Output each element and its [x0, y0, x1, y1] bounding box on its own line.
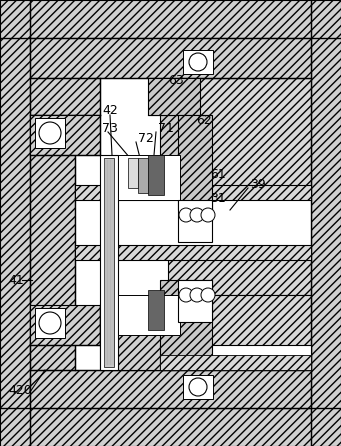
Bar [138, 158, 148, 193]
Text: 41: 41 [8, 273, 24, 286]
Circle shape [201, 208, 215, 222]
Bar [183, 375, 213, 399]
Circle shape [39, 312, 61, 334]
Text: 39: 39 [250, 178, 266, 191]
Bar [0, 0, 30, 446]
Bar [178, 280, 212, 322]
Text: 63: 63 [168, 74, 184, 87]
Text: 420: 420 [8, 384, 32, 396]
Bar [183, 50, 213, 74]
Bar [35, 118, 65, 148]
Circle shape [190, 208, 204, 222]
Text: 62: 62 [196, 113, 212, 127]
Circle shape [190, 288, 204, 302]
Circle shape [39, 122, 61, 144]
Bar [148, 78, 200, 115]
Circle shape [179, 208, 193, 222]
Bar [160, 280, 212, 370]
Text: 42: 42 [102, 103, 118, 116]
Text: 61: 61 [210, 169, 226, 182]
Bar [148, 290, 164, 330]
Bar [178, 115, 212, 210]
Bar [168, 78, 311, 295]
Bar [160, 345, 311, 370]
Bar [30, 370, 311, 408]
Bar [311, 0, 341, 446]
Circle shape [189, 53, 207, 71]
Bar [75, 245, 311, 260]
Text: 31: 31 [210, 191, 226, 205]
Bar [35, 308, 65, 338]
Circle shape [179, 288, 193, 302]
Bar [168, 295, 311, 370]
Circle shape [189, 378, 207, 396]
Bar [30, 115, 75, 370]
Bar [148, 155, 164, 195]
Bar [30, 115, 100, 155]
Circle shape [201, 288, 215, 302]
Bar [128, 158, 138, 188]
Bar [75, 185, 311, 200]
Bar [118, 155, 180, 200]
Bar [118, 295, 180, 335]
Text: 73: 73 [102, 121, 118, 135]
Bar [0, 408, 341, 446]
Bar [104, 158, 114, 367]
Bar [30, 78, 100, 115]
Bar [30, 305, 100, 345]
Text: 72: 72 [138, 132, 154, 145]
Bar [100, 155, 118, 370]
Bar [75, 200, 311, 245]
Bar [160, 115, 210, 165]
Bar [100, 305, 168, 370]
Text: 71: 71 [158, 121, 174, 135]
Bar [30, 38, 311, 78]
Bar [178, 200, 212, 242]
Bar [160, 355, 311, 370]
Bar [0, 0, 341, 38]
